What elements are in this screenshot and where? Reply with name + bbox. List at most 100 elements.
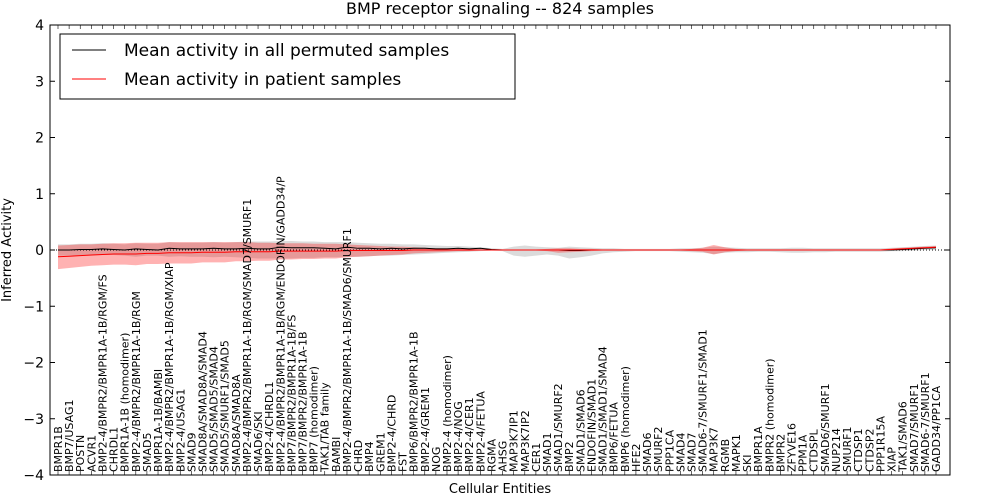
- y-tick-label: −2: [23, 356, 44, 372]
- x-tick-label: RGMB: [719, 439, 732, 472]
- x-tick-label: TAK1/SMAD6: [897, 401, 910, 473]
- x-tick-label: SMAD9: [185, 433, 198, 472]
- x-tick-label: BMP4: [363, 441, 376, 472]
- x-tick-label: SMAD7/SMURF1: [908, 383, 921, 472]
- x-axis-label: Cellular Entities: [449, 482, 551, 497]
- x-tick-label: FST: [397, 452, 410, 472]
- x-tick-label: BMP2-4/CER1: [463, 397, 476, 472]
- y-tick-label: 1: [35, 187, 44, 203]
- plot-area-frame: [49, 24, 951, 476]
- y-tick-label: 2: [35, 131, 44, 147]
- legend-label-patient: Mean activity in patient samples: [124, 70, 401, 90]
- y-tick-label: 4: [35, 18, 44, 34]
- x-tick-label: AHSG: [497, 441, 510, 472]
- x-tick-label: SMAD5/SMAD5/SMAD4: [208, 346, 221, 472]
- legend-box: [59, 33, 516, 100]
- x-tick-label: BMP2-4/BMPR2/BMPR1A-1B/RGM: [130, 291, 143, 472]
- x-tick-label: BMPR1A-1B (homodimer): [119, 333, 132, 472]
- x-tick-label: MAP3K7: [708, 427, 721, 472]
- x-tick-label: SMAD1/SMAD6: [574, 389, 587, 472]
- x-tick-label: SMAD6/SMURF1: [819, 383, 832, 472]
- x-tick-label: PPM1A: [797, 434, 810, 472]
- legend-label-permuted: Mean activity in all permuted samples: [124, 41, 449, 61]
- x-tick-label: SMAD8A/SMAD8A: [230, 374, 243, 472]
- x-tick-label: SMAD5: [141, 433, 154, 472]
- x-tick-label: SMAD1/SMAD1/SMAD4: [597, 346, 610, 472]
- x-tick-label: SMAD6-7/SMURF1/SMAD1: [697, 329, 710, 472]
- x-tick-label: ZFYVE16: [786, 423, 799, 472]
- x-tick-label: BMP2-4/CHRDL1: [263, 381, 276, 472]
- confidence-bands: [50, 241, 950, 270]
- x-tick-label: NUP214: [830, 428, 843, 472]
- x-tick-label: SMAD1/SMURF2: [552, 383, 565, 472]
- x-tick-label: BMPR1A-1B/BAMBI: [152, 369, 165, 472]
- x-tick-label: SMURF2: [652, 427, 665, 473]
- x-tick-label: HFE2: [630, 443, 643, 472]
- line-patient: [57, 246, 937, 258]
- y-tick-label: 3: [35, 74, 44, 90]
- x-tick-label: PPP1CA: [663, 429, 676, 472]
- series-lines: [57, 246, 937, 258]
- x-tick-label: MAP3K7IP2: [519, 410, 532, 472]
- x-tick-label: GREM1: [374, 432, 387, 472]
- x-tick-label: BMPR2 (homodimer): [763, 358, 776, 472]
- band-patient: [58, 242, 936, 270]
- x-tick-label: BMPR2: [774, 434, 787, 472]
- x-tick-label: BMP2-4/USAG1: [174, 389, 187, 472]
- x-tick-label: ACVR1: [85, 435, 98, 472]
- x-tick-label: BMP7/USAG1: [63, 400, 76, 472]
- x-tick-label: SMURF1: [841, 427, 854, 473]
- x-tick-label: SMAD1: [541, 433, 554, 472]
- x-tick-label: BMP2-4/BMPR2/BMPR1A-1B/RGM/SMAD7/SMURF1: [241, 199, 254, 472]
- x-tick-label: MAPK1: [730, 434, 743, 472]
- x-tick-label: BMP2-4/NOG: [452, 401, 465, 472]
- x-tick-label: SMAD5/SMURF1/SMAD5: [219, 340, 232, 472]
- x-tick-label: SMAD6-7/SMURF1: [919, 372, 932, 472]
- x-tick-label: CTDSP2: [863, 429, 876, 472]
- y-axis-label: Inferred Activity: [0, 198, 15, 302]
- legend: Mean activity in all permuted samples Me…: [59, 33, 516, 100]
- x-tick-label: BMP7/BMPR2/BMPR1A-1B/FS: [285, 315, 298, 472]
- x-tick-label: BAMBI: [330, 437, 343, 472]
- x-tick-label: BMP2-4/FETUA: [474, 391, 487, 472]
- x-tick-label: CTDSP1: [852, 429, 865, 472]
- x-tick-label: SKI: [741, 455, 754, 472]
- x-tick-label: SMAD8A/SMAD8A/SMAD4: [196, 331, 209, 472]
- x-tick-label: ENDOFIN/SMAD1: [585, 379, 598, 472]
- y-tick-label: −4: [23, 468, 44, 484]
- x-tick-label: BMP2-4/GREM1: [419, 387, 432, 472]
- y-tick-label: −3: [23, 412, 44, 428]
- x-tick-label: BMP2-4/BMPR2/BMPR1A-1B/SMAD6/SMURF1: [341, 228, 354, 472]
- x-tick-label: BMP2-4/BMPR2/BMPR1A-1B/RGM/XIAP: [163, 262, 176, 472]
- y-tick-label: −1: [23, 299, 44, 315]
- x-tick-label: SMAD6: [641, 433, 654, 472]
- x-tick-label: BMP2: [563, 441, 576, 472]
- x-tick-label: BMPR1A: [752, 426, 765, 472]
- x-tick-label: BMP2-4 (homodimer): [441, 355, 454, 472]
- x-tick-label: BMP6 (homodimer): [619, 366, 632, 472]
- y-axis-ticks: −4 −3 −2 −1 0 1 2 3 4: [23, 18, 950, 484]
- y-tick-label: 0: [35, 243, 44, 259]
- x-tick-label: CHRDL1: [108, 427, 121, 472]
- x-tick-label: SMAD4: [674, 433, 687, 472]
- x-tick-label: MAP3K7IP1: [508, 410, 521, 472]
- x-tick-label: POSTN: [74, 435, 87, 472]
- x-tick-label: BMP7 (homodimer): [308, 366, 321, 472]
- x-tick-label: CTDSPL: [808, 429, 821, 472]
- x-tick-label: CER1: [530, 443, 543, 472]
- x-tick-label: PPP1R15A: [874, 415, 887, 472]
- x-tick-label: TAK1/TAB family: [319, 382, 332, 473]
- x-tick-label: BMP2-4/CHRD: [385, 395, 398, 472]
- x-tick-labels: BMPR1BBMP7/USAG1POSTNACVR1BMP2-4/BMPR2/B…: [52, 176, 943, 473]
- x-tick-label: RGMA: [485, 438, 498, 472]
- x-tick-label: BMP6/BMPR2/BMPR1A-1B: [408, 331, 421, 472]
- x-tick-label: XIAP: [886, 447, 899, 472]
- x-tick-label: BMP6/FETUA: [608, 402, 621, 472]
- x-tick-label: CHRD: [352, 440, 365, 472]
- x-tick-label: SMAD7: [685, 433, 698, 472]
- x-tick-label: BMP2-4/BMPR2/BMPR1A-1B/RGM/FS: [96, 274, 109, 472]
- x-tick-label: SMAD6/SKI: [252, 411, 265, 472]
- x-tick-label: NOG: [430, 447, 443, 472]
- x-tick-label: BMPR1B: [52, 426, 65, 472]
